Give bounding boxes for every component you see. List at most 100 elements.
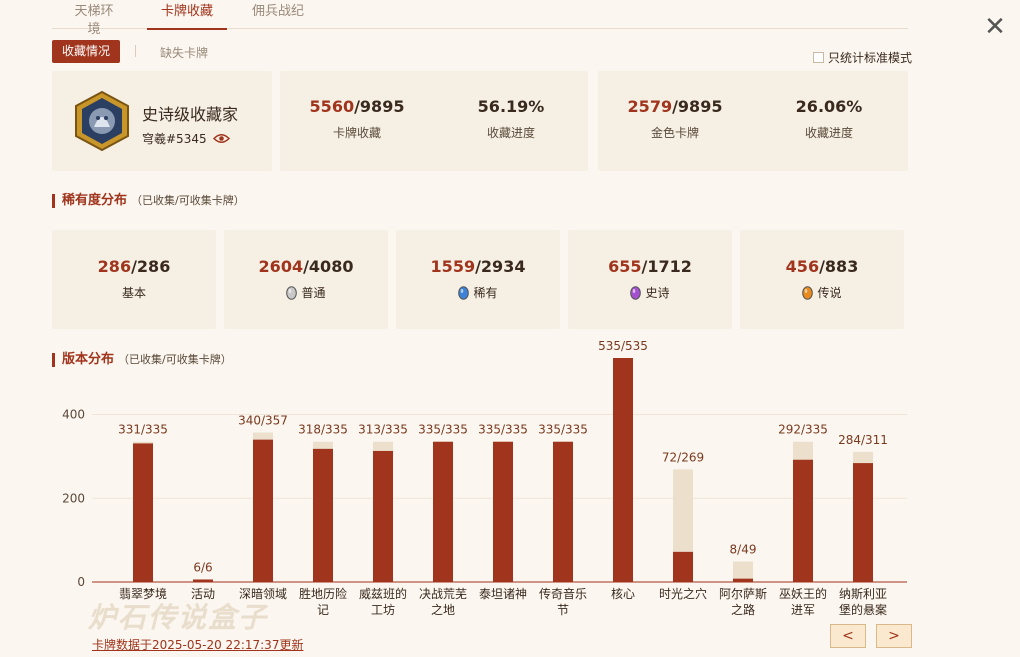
category-label: 阿尔萨斯 [719,586,767,601]
expansion-section-title: 版本分布 （已收集/可收集卡牌） [52,353,232,367]
tab-missing-cards[interactable]: 缺失卡牌 [160,46,209,60]
category-label: 传奇音乐 [539,586,587,601]
tab-collection[interactable]: 卡牌收藏 [147,3,227,30]
next-page-button[interactable]: > [876,624,912,648]
tab-ladder[interactable]: 天梯环境 [74,4,114,37]
category-label: 巫妖王的 [779,586,827,601]
rarity-label-row: 基本 [52,284,216,301]
rarity-value: 456/883 [740,257,904,276]
rarity-owned: 456 [785,257,820,276]
watermark-logo: 炉石传说盒子 [88,601,269,634]
data-label: 335/335 [478,423,528,437]
card-collection-stats: 5560/9895 卡牌收藏 56.19% 收藏进度 [280,71,588,171]
bar-owned [493,441,513,582]
rarity-owned: 2604 [258,257,304,276]
rarity-label: 史诗 [645,286,670,300]
data-label: 313/335 [358,423,408,437]
category-label: 胜地历险 [299,586,347,601]
tab-mercenaries[interactable]: 佣兵战纪 [252,4,305,19]
section-note: （已收集/可收集卡牌） [131,194,245,207]
bar-owned [733,578,753,582]
section-note: （已收集/可收集卡牌） [118,353,232,366]
bar-owned [253,439,273,582]
category-label: 堡的悬案 [839,602,887,617]
golden-card-stats: 2579/9895 金色卡牌 26.06% 收藏进度 [598,71,908,171]
category-label: 威兹班的 [359,586,407,601]
eye-icon[interactable] [212,133,230,144]
data-label: 331/335 [118,423,168,437]
rarity-label: 基本 [121,286,146,300]
rarity-card: 2604/4080 普通 [224,230,388,329]
legendary-gem-icon [802,285,814,300]
category-label: 深暗领域 [239,586,287,601]
bar-owned [313,448,333,582]
y-tick-label: 400 [62,408,85,422]
rarity-value: 2604/4080 [224,257,388,276]
category-label: 活动 [191,587,215,601]
bar-owned [673,551,693,582]
category-label: 翡翠梦境 [119,586,167,601]
category-label: 之路 [731,602,755,617]
stat-collection-progress: 56.19% 收藏进度 [434,97,588,141]
profile-card: 史诗级收藏家 穹羲#5345 [52,71,272,171]
bar-owned [433,441,453,582]
rarity-label-row: 稀有 [396,284,560,301]
bar-owned [553,441,573,582]
stat-value: 56.19% [477,97,545,116]
rarity-owned: 286 [97,257,132,276]
collector-title: 史诗级收藏家 [142,105,239,124]
stat-value-owned: 5560 [309,97,355,116]
data-label: 284/311 [838,433,888,447]
bar-owned [373,450,393,582]
expansion-bar-chart: 0 200 400 331/335 翡翠梦境 6/6 活动 340/357 深暗领域 318/33… [62,340,907,617]
bar-owned [613,358,633,582]
stat-value-owned: 2579 [627,97,673,116]
rarity-total: /286 [131,257,171,276]
stat-golden-progress: 26.06% 收藏进度 [752,97,906,141]
category-label: 时光之穴 [659,586,707,601]
standard-mode-checkbox[interactable] [813,52,824,63]
prev-page-button[interactable]: < [830,624,866,648]
tab-collection-status[interactable]: 收藏情况 [52,40,120,63]
rarity-card: 1559/2934 稀有 [396,230,560,329]
stat-golden-cards: 2579/9895 金色卡牌 [598,97,752,141]
section-title-text: 稀有度分布 [62,193,128,208]
stat-label: 金色卡牌 [650,126,699,140]
category-label: 泰坦诸神 [479,587,527,601]
rarity-value: 1559/2934 [396,257,560,276]
data-label: 340/357 [238,414,288,428]
common-gem-icon [286,285,298,300]
category-label: 记 [317,603,329,617]
rarity-owned: 1559 [430,257,476,276]
epic-gem-icon [630,285,642,300]
standard-mode-label: 只统计标准模式 [828,51,913,65]
data-label: 6/6 [193,560,212,574]
rarity-total: /2934 [475,257,526,276]
category-label: 工坊 [371,602,395,617]
rarity-owned: 655 [608,257,642,276]
rarity-label-row: 史诗 [568,284,732,301]
category-label: 节 [557,603,569,617]
rarity-value: 655/1712 [568,257,732,276]
rarity-value: 286/286 [52,257,216,276]
y-tick-label: 200 [62,491,85,505]
close-icon[interactable]: ✕ [984,12,1006,42]
rarity-total: /883 [819,257,859,276]
stat-value-total: /9895 [672,97,723,116]
rarity-section-title: 稀有度分布 （已收集/可收集卡牌） [52,194,245,208]
data-label: 318/335 [298,423,348,437]
stat-label: 卡牌收藏 [332,126,381,140]
standard-mode-toggle[interactable]: 只统计标准模式 [813,49,912,66]
section-title-text: 版本分布 [62,352,115,367]
data-label: 8/49 [730,542,757,556]
stat-label: 收藏进度 [804,126,853,140]
rarity-card: 286/286 基本 [52,230,216,329]
update-time-link[interactable]: 卡牌数据于2025-05-20 22:17:37更新 [92,638,304,652]
bar-total [733,561,753,582]
divider [135,45,136,57]
category-label: 之地 [431,603,455,617]
data-label: 335/335 [538,423,588,437]
rarity-total: /1712 [641,257,692,276]
category-label: 进军 [791,603,815,617]
rarity-label-row: 普通 [224,284,388,301]
